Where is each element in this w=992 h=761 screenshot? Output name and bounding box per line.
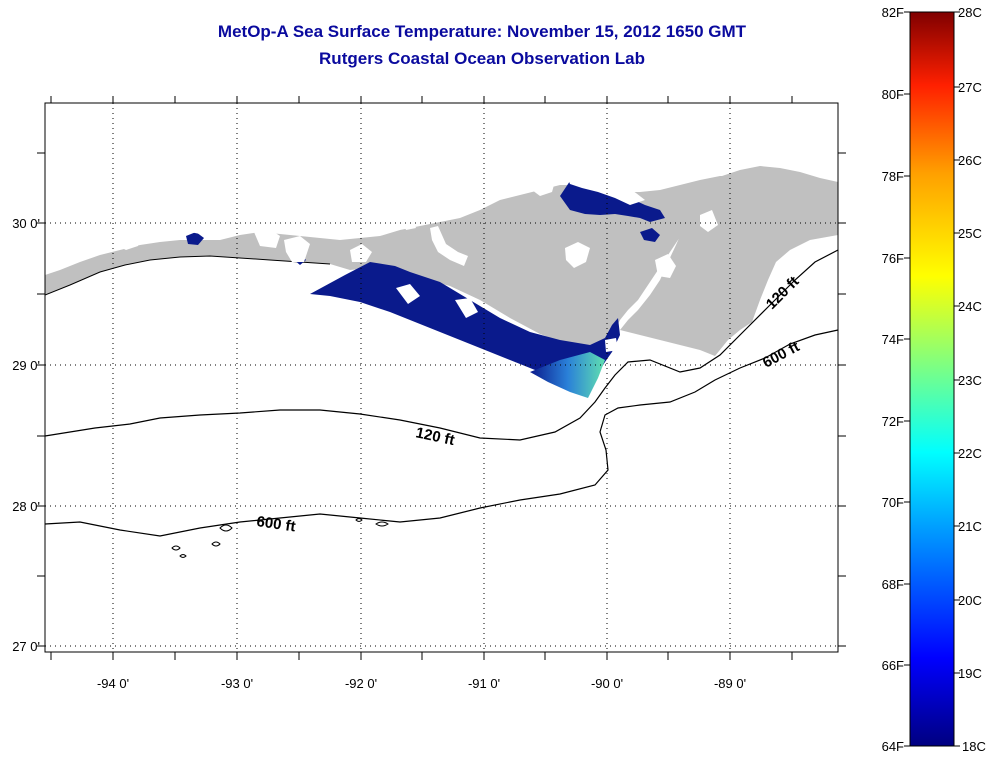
colorbar-c-label: 26C (958, 153, 982, 168)
lake-white (700, 210, 718, 232)
contour-label-120ft: 120 ft (414, 424, 456, 449)
lat-label: 30 0' (12, 216, 40, 231)
map-subtitle: Rutgers Coastal Ocean Observation Lab (319, 49, 645, 68)
colorbar: 82F 80F 78F 76F 74F 72F 70F 68F 66F 64F … (882, 5, 986, 754)
colorbar-c-label: 23C (958, 373, 982, 388)
island (171, 518, 389, 558)
lon-label: -89 0' (714, 676, 746, 691)
colorbar-c-label: 21C (958, 519, 982, 534)
lake-white (284, 236, 310, 262)
sst-lake-patch (640, 228, 660, 242)
colorbar-f-label: 70F (882, 495, 904, 510)
lon-label: -91 0' (468, 676, 500, 691)
colorbar-gradient (909, 11, 955, 747)
axis-ticks (37, 96, 846, 660)
lake-white (565, 166, 645, 205)
colorbar-f-label: 64F (882, 739, 904, 754)
sst-cold-region (310, 262, 620, 388)
lon-label: -90 0' (591, 676, 623, 691)
colorbar-c-label: 20C (958, 593, 982, 608)
lake-white (565, 242, 590, 268)
lon-label: -93 0' (221, 676, 253, 691)
lat-label: 27 0' (12, 639, 40, 654)
sst-warm-patch (530, 352, 605, 398)
contour-600ft (44, 329, 839, 537)
sst-lake-patch (186, 232, 204, 245)
lake-white (118, 228, 140, 250)
colorbar-c-label: 22C (958, 446, 982, 461)
lake-white (188, 210, 204, 234)
colorbar-c-label: 18C (962, 739, 986, 754)
grid-lines (45, 103, 838, 652)
map-title: MetOp-A Sea Surface Temperature: Novembe… (217, 22, 747, 41)
contour-120ft-offshore (44, 249, 839, 441)
lake-white (455, 298, 478, 318)
land-mass (45, 103, 838, 356)
contour-label-600ft-east: 600 ft (760, 338, 803, 371)
lon-label: -92 0' (345, 676, 377, 691)
coastline (45, 255, 331, 296)
colorbar-c-label: 27C (958, 80, 982, 95)
colorbar-f-label: 80F (882, 87, 904, 102)
lon-label: -94 0' (97, 676, 129, 691)
lake-white (655, 254, 676, 278)
lake-white (532, 174, 556, 196)
contour-label-600ft: 600 ft (255, 513, 296, 535)
colorbar-f-label: 72F (882, 414, 904, 429)
map-frame (44, 102, 839, 653)
colorbar-f-label: 66F (882, 658, 904, 673)
colorbar-c-label: 28C (958, 5, 982, 20)
lake-white (605, 338, 618, 352)
lake-white (430, 226, 468, 266)
lake-white (254, 228, 280, 248)
lake-white (396, 284, 420, 304)
colorbar-f-label: 82F (882, 5, 904, 20)
colorbar-c-label: 19C (958, 666, 982, 681)
colorbar-c-label: 24C (958, 299, 982, 314)
colorbar-f-label: 76F (882, 251, 904, 266)
lake-white (402, 218, 416, 230)
lat-label: 28 0' (12, 499, 40, 514)
colorbar-f-label: 74F (882, 332, 904, 347)
lat-label: 29 0' (12, 358, 40, 373)
colorbar-c-label: 25C (958, 226, 982, 241)
colorbar-f-label: 68F (882, 577, 904, 592)
colorbar-f-label: 78F (882, 169, 904, 184)
